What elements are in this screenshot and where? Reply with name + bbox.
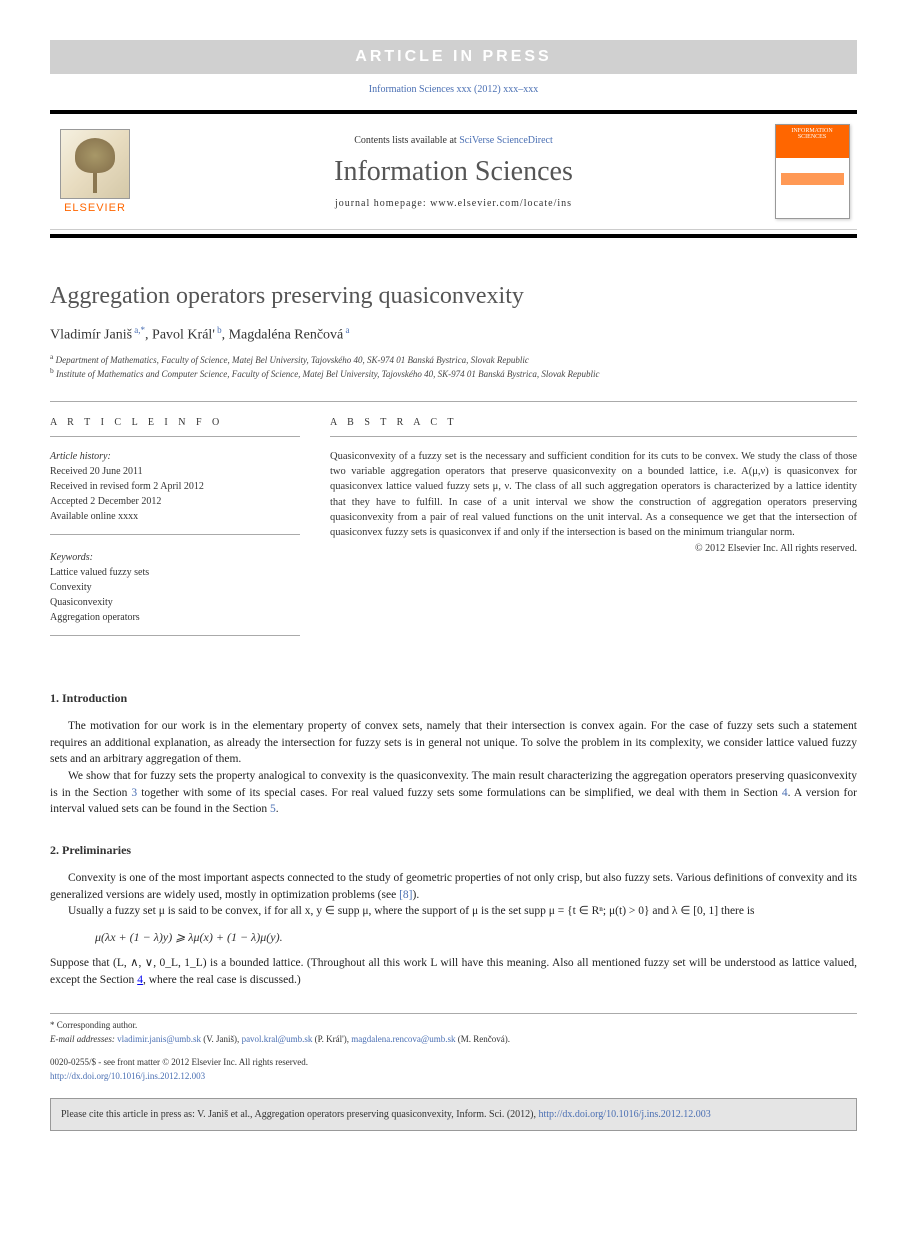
emails-label: E-mail addresses: <box>50 1034 115 1044</box>
citation-ref-link[interactable]: [8] <box>399 889 412 901</box>
article-title: Aggregation operators preserving quasico… <box>50 283 857 310</box>
footnote-rule: * Corresponding author. E-mail addresses… <box>50 1013 857 1046</box>
publisher-name: ELSEVIER <box>64 202 126 214</box>
cite-text: Please cite this article in press as: V.… <box>61 1109 538 1120</box>
header-center: Contents lists available at SciVerse Sci… <box>140 124 767 219</box>
article-info-column: A R T I C L E I N F O Article history: R… <box>50 417 300 651</box>
elsevier-tree-icon <box>60 129 130 199</box>
corresponding-marker: * <box>141 325 146 335</box>
info-abstract-row: A R T I C L E I N F O Article history: R… <box>50 401 857 651</box>
journal-cover-thumbnail: INFORMATION SCIENCES <box>775 124 850 219</box>
abstract-text: Quasiconvexity of a fuzzy set is the nec… <box>330 449 857 540</box>
email-addresses-line: E-mail addresses: vladimir.janis@umb.sk … <box>50 1033 857 1047</box>
text-run: ). <box>412 889 419 901</box>
text-run: Convexity is one of the most important a… <box>50 872 857 901</box>
article-history-block: Article history: Received 20 June 2011 R… <box>50 449 300 535</box>
abstract-copyright: © 2012 Elsevier Inc. All rights reserved… <box>330 543 857 554</box>
author-affil-marker: b <box>215 325 222 335</box>
article-in-press-banner: ARTICLE IN PRESS <box>50 40 857 74</box>
abstract-column: A B S T R A C T Quasiconvexity of a fuzz… <box>330 417 857 651</box>
citation-line: Information Sciences xxx (2012) xxx–xxx <box>50 84 857 95</box>
sciencedirect-link[interactable]: SciVerse ScienceDirect <box>459 135 553 146</box>
keyword: Lattice valued fuzzy sets <box>50 565 300 580</box>
section-preliminaries: 2. Preliminaries Convexity is one of the… <box>50 843 857 988</box>
section-heading: 1. Introduction <box>50 691 857 706</box>
please-cite-box: Please cite this article in press as: V.… <box>50 1098 857 1131</box>
publisher-logo-column: ELSEVIER <box>50 124 140 219</box>
journal-name: Information Sciences <box>150 156 757 188</box>
author-email-link[interactable]: magdalena.rencova@umb.sk <box>351 1034 455 1044</box>
cover-body <box>776 158 849 218</box>
affiliation-a: Department of Mathematics, Faculty of Sc… <box>56 355 529 365</box>
author-affil-marker: a, <box>132 325 141 335</box>
cite-doi-link[interactable]: http://dx.doi.org/10.1016/j.ins.2012.12.… <box>538 1109 710 1120</box>
keywords-block: Keywords: Lattice valued fuzzy sets Conv… <box>50 550 300 636</box>
affiliation-b: Institute of Mathematics and Computer Sc… <box>56 369 600 379</box>
keyword: Convexity <box>50 580 300 595</box>
journal-header: ELSEVIER Contents lists available at Sci… <box>50 110 857 230</box>
issn-copyright-line: 0020-0255/$ - see front matter © 2012 El… <box>50 1056 857 1070</box>
cover-thumbnail-column: INFORMATION SCIENCES <box>767 124 857 219</box>
history-item: Received 20 June 2011 <box>50 464 300 479</box>
abstract-label: A B S T R A C T <box>330 417 857 437</box>
text-run: , where the real case is discussed.) <box>143 974 301 986</box>
cover-title-band: INFORMATION SCIENCES <box>776 125 849 158</box>
history-item: Available online xxxx <box>50 509 300 524</box>
email-name: (M. Renčová). <box>458 1034 510 1044</box>
doi-link[interactable]: http://dx.doi.org/10.1016/j.ins.2012.12.… <box>50 1071 205 1081</box>
section-heading: 2. Preliminaries <box>50 843 857 858</box>
journal-homepage-line: journal homepage: www.elsevier.com/locat… <box>150 198 757 209</box>
history-label: Article history: <box>50 449 300 464</box>
front-matter-block: 0020-0255/$ - see front matter © 2012 El… <box>50 1056 857 1083</box>
prelim-paragraph-3: Suppose that (L, ∧, ∨, 0_L, 1_L) is a bo… <box>50 955 857 988</box>
text-run: together with some of its special cases.… <box>137 787 782 799</box>
author-email-link[interactable]: pavol.kral@umb.sk <box>242 1034 313 1044</box>
history-item: Received in revised form 2 April 2012 <box>50 479 300 494</box>
header-bottom-rule <box>50 234 857 238</box>
article-info-label: A R T I C L E I N F O <box>50 417 300 437</box>
keyword: Quasiconvexity <box>50 595 300 610</box>
section-introduction: 1. Introduction The motivation for our w… <box>50 691 857 818</box>
email-name: (P. Král'), <box>315 1034 349 1044</box>
affiliations: a Department of Mathematics, Faculty of … <box>50 352 857 381</box>
author-affil-marker: a <box>343 325 349 335</box>
prelim-paragraph-2: Usually a fuzzy set μ is said to be conv… <box>50 903 857 920</box>
author-email-link[interactable]: vladimir.janis@umb.sk <box>117 1034 201 1044</box>
prelim-paragraph-1: Convexity is one of the most important a… <box>50 870 857 903</box>
display-formula: μ(λx + (1 − λ)y) ⩾ λμ(x) + (1 − λ)μ(y). <box>95 930 857 945</box>
corresponding-author-note: * Corresponding author. <box>50 1019 857 1033</box>
intro-paragraph-1: The motivation for our work is in the el… <box>50 718 857 768</box>
intro-paragraph-2: We show that for fuzzy sets the property… <box>50 768 857 818</box>
contents-prefix: Contents lists available at <box>354 135 459 146</box>
keyword: Aggregation operators <box>50 610 300 625</box>
text-run: . <box>276 803 279 815</box>
email-name: (V. Janiš), <box>203 1034 239 1044</box>
keywords-label: Keywords: <box>50 550 300 565</box>
contents-available-line: Contents lists available at SciVerse Sci… <box>150 135 757 146</box>
author-list: Vladimír Janiš a,*, Pavol Král' b, Magda… <box>50 325 857 344</box>
history-item: Accepted 2 December 2012 <box>50 494 300 509</box>
